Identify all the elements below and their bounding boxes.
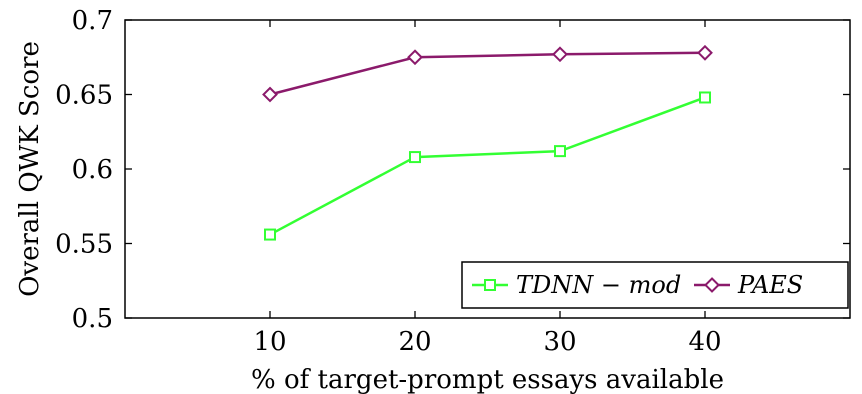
- legend-label: PAES: [737, 271, 803, 299]
- series-1: [264, 91, 711, 241]
- legend-label: TDNN − mod: [516, 271, 681, 299]
- data-point: [409, 151, 421, 164]
- y-tick-label: 0.65: [55, 81, 113, 111]
- y-tick-label: 0.55: [55, 230, 113, 260]
- y-tick-label: 0.5: [72, 304, 113, 334]
- legend-box: [461, 261, 849, 309]
- data-point: [407, 49, 423, 66]
- series-2: [262, 44, 713, 103]
- data-point: [697, 44, 713, 61]
- y-axis-ticks: 0.5 0.55 0.6 0.65 0.7: [55, 6, 850, 334]
- legend-entry: TDNN − mod: [472, 271, 681, 299]
- legend-entry: PAES: [694, 271, 803, 299]
- legend-entries: TDNN − mod PAES: [472, 271, 803, 299]
- data-point: [552, 46, 568, 63]
- y-tick-label: 0.6: [72, 155, 113, 185]
- x-tick-label: 30: [543, 327, 576, 357]
- series-line: [269, 51, 706, 96]
- data-point: [264, 228, 276, 241]
- x-tick-label: 20: [398, 327, 431, 357]
- x-tick-label: 10: [253, 327, 286, 357]
- legend: TDNN − mod PAES: [461, 261, 849, 309]
- y-axis-label: Overall QWK Score: [15, 41, 45, 297]
- legend-swatch-marker: [484, 279, 496, 291]
- series-layer: [262, 44, 713, 241]
- x-tick-label: 40: [688, 327, 721, 357]
- data-point: [699, 91, 711, 104]
- x-axis-label: % of target-prompt essays available: [251, 365, 724, 394]
- y-tick-label: 0.7: [72, 6, 113, 36]
- series-line: [269, 96, 706, 236]
- legend-swatch-marker: [704, 277, 720, 293]
- x-axis-ticks: 10 20 30 40: [253, 20, 722, 357]
- data-point: [262, 86, 278, 103]
- data-point: [554, 145, 566, 158]
